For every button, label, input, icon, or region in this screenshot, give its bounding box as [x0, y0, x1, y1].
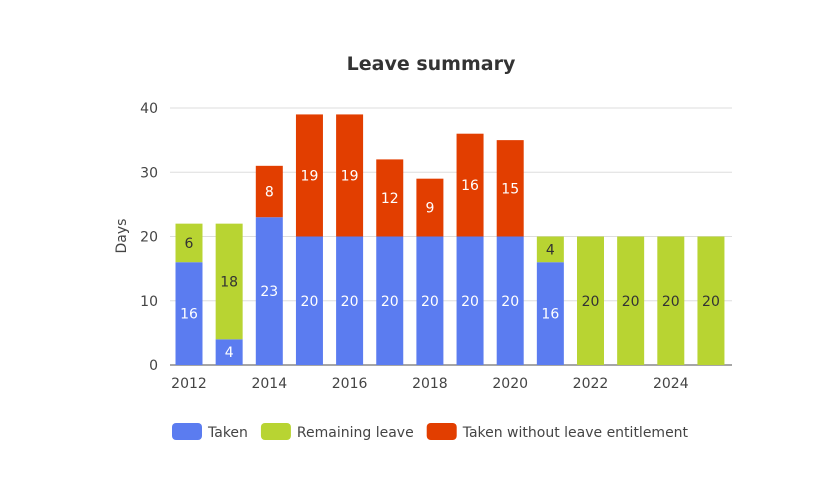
bar-segment[interactable] — [416, 178, 444, 237]
bar-segment[interactable] — [456, 236, 484, 366]
data-label: 16 — [180, 307, 198, 323]
data-label: 20 — [702, 294, 720, 310]
bar-segment[interactable] — [376, 236, 404, 366]
data-label: 20 — [421, 294, 439, 310]
bar-segment[interactable] — [336, 236, 364, 366]
y-tick-label: 30 — [140, 165, 158, 181]
data-label: 20 — [622, 294, 640, 310]
x-tick-label: 2020 — [492, 376, 528, 392]
y-tick-label: 0 — [149, 358, 158, 374]
bar-segment[interactable] — [416, 236, 444, 366]
data-label: 19 — [301, 168, 319, 184]
data-label: 20 — [501, 294, 519, 310]
chart-title: Leave summary — [347, 53, 516, 75]
bar-segment[interactable] — [255, 165, 283, 218]
data-label: 4 — [546, 242, 555, 258]
bar-segment[interactable] — [617, 236, 645, 366]
data-label: 16 — [461, 178, 479, 194]
data-label: 9 — [425, 201, 434, 217]
data-label: 20 — [461, 294, 479, 310]
data-label: 20 — [301, 294, 319, 310]
bar-segment[interactable] — [496, 140, 524, 237]
y-tick-label: 10 — [140, 294, 158, 310]
data-label: 15 — [501, 181, 519, 197]
legend-item[interactable]: Taken without leave entitlement — [426, 423, 689, 441]
legend-label: Taken — [207, 425, 248, 441]
data-label: 18 — [220, 274, 238, 290]
data-label: 20 — [341, 294, 359, 310]
bar-segment[interactable] — [215, 339, 243, 365]
data-label: 16 — [541, 307, 559, 323]
bar-segment[interactable] — [175, 262, 203, 365]
bar-segment[interactable] — [295, 114, 323, 237]
x-tick-label: 2022 — [573, 376, 609, 392]
data-label: 12 — [381, 191, 399, 207]
data-label: 20 — [381, 294, 399, 310]
bar-segment[interactable] — [657, 236, 685, 366]
bar-segment[interactable] — [697, 236, 725, 366]
legend-swatch — [426, 423, 457, 440]
legend-item[interactable]: Taken — [172, 423, 248, 441]
data-label: 8 — [265, 185, 274, 201]
data-label: 6 — [185, 236, 194, 252]
legend-item[interactable]: Remaining leave — [260, 423, 414, 441]
data-label: 23 — [260, 284, 278, 300]
bar-segment[interactable] — [456, 133, 484, 237]
bar-segment[interactable] — [536, 236, 564, 263]
x-tick-label: 2016 — [332, 376, 368, 392]
data-label: 4 — [225, 345, 234, 361]
bar-segment[interactable] — [496, 236, 524, 366]
x-tick-label: 2014 — [251, 376, 287, 392]
data-label: 19 — [341, 168, 359, 184]
y-tick-label: 40 — [140, 101, 158, 117]
bar-segment[interactable] — [295, 236, 323, 366]
bar-segment[interactable] — [536, 262, 564, 365]
bar-segment[interactable] — [336, 114, 364, 237]
legend-swatch — [172, 423, 202, 440]
bar-segment[interactable] — [255, 217, 283, 365]
y-tick-label: 20 — [140, 230, 158, 246]
y-axis-label: Days — [114, 219, 130, 254]
data-label: 20 — [662, 294, 680, 310]
bar-segment[interactable] — [175, 223, 203, 263]
data-label: 20 — [582, 294, 600, 310]
bar-segment[interactable] — [215, 223, 243, 340]
legend-label: Taken without leave entitlement — [462, 425, 689, 441]
legend-swatch — [260, 423, 291, 440]
x-tick-label: 2024 — [653, 376, 689, 392]
bar-segment[interactable] — [376, 159, 404, 237]
x-tick-label: 2018 — [412, 376, 448, 392]
x-tick-label: 2012 — [171, 376, 207, 392]
bar-segment[interactable] — [577, 236, 604, 366]
legend-label: Remaining leave — [297, 425, 414, 441]
